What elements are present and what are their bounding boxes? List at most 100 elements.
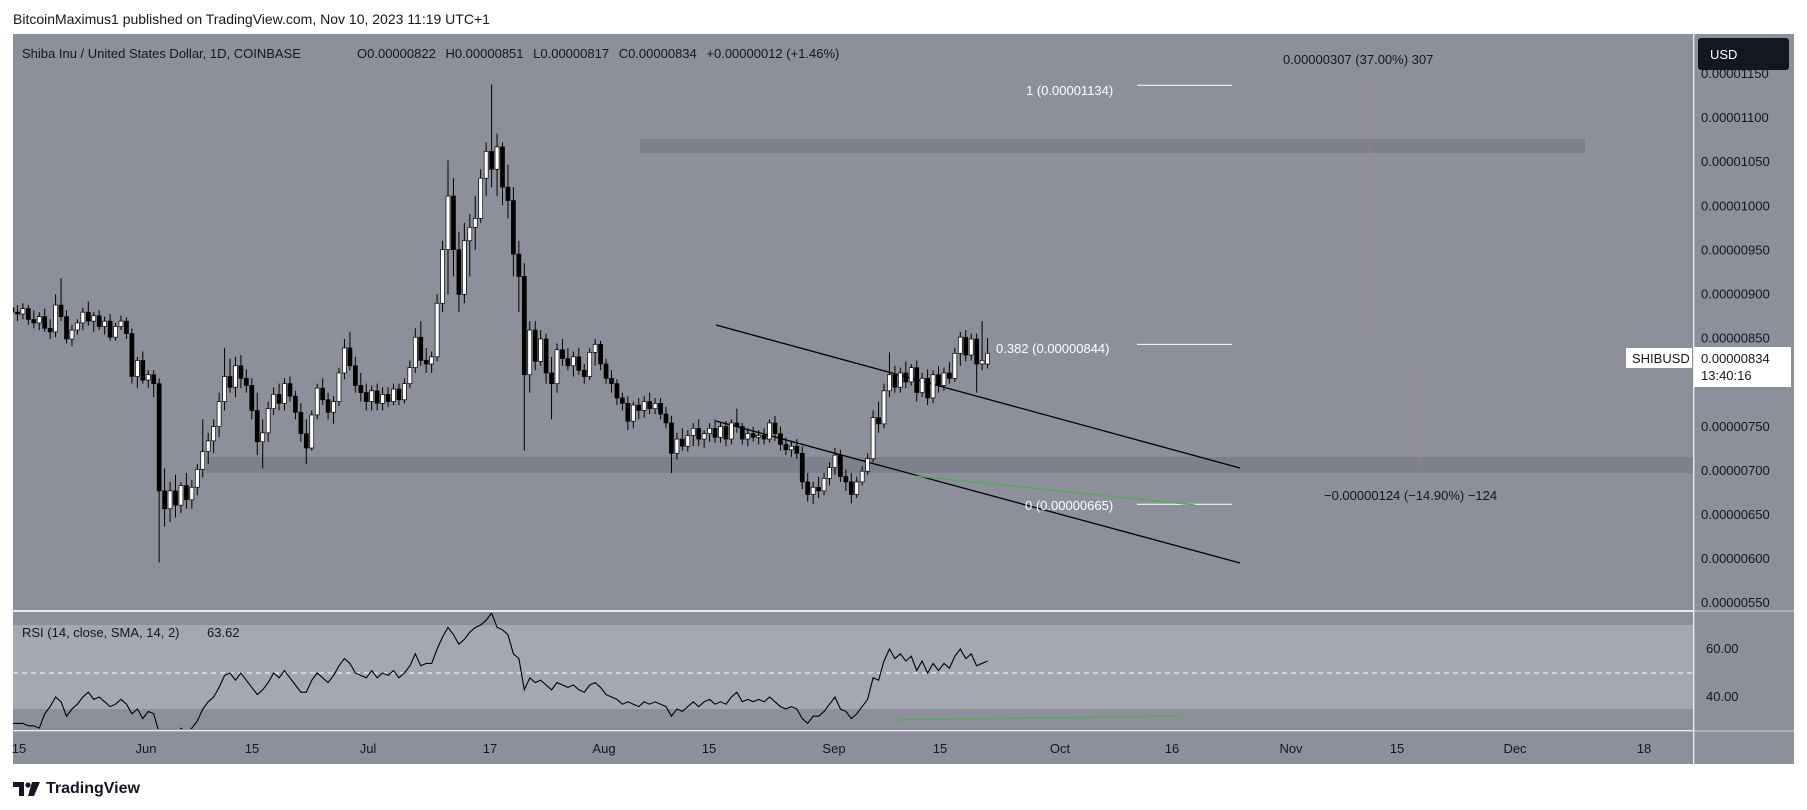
candle (96, 310, 102, 331)
candle-up (205, 440, 211, 452)
time-tick-label: 16 (1165, 741, 1179, 756)
candle (124, 317, 129, 339)
candle-down (739, 426, 745, 440)
candle-down (914, 367, 920, 393)
candle (723, 421, 729, 447)
candle-up (222, 376, 227, 402)
candle-up (145, 374, 151, 381)
rsi-plot (13, 613, 1693, 729)
candle (325, 392, 331, 420)
candle (848, 473, 854, 504)
candle (756, 430, 762, 445)
candle (641, 396, 647, 418)
candle (772, 415, 778, 441)
publisher-line: BitcoinMaximus1 published on TradingView… (13, 11, 490, 27)
candle (778, 426, 783, 451)
candle-up (309, 414, 315, 449)
currency-button[interactable]: USD (1698, 38, 1789, 70)
channel-upper-line (715, 324, 1241, 469)
price-axis[interactable] (1694, 34, 1794, 764)
candle-down (761, 435, 767, 440)
candle-up (91, 315, 97, 322)
candle (609, 370, 614, 393)
price-tick-label: 0.00001000 (1701, 198, 1770, 213)
candle (854, 476, 860, 499)
tradingview-logo-icon (13, 782, 40, 796)
candle (216, 392, 222, 438)
candle (314, 383, 320, 420)
candle-up (718, 426, 723, 438)
candle (58, 278, 64, 322)
candle (968, 333, 974, 361)
candle (565, 347, 571, 371)
candle (80, 307, 86, 331)
candle-down (794, 445, 800, 454)
candle-down (385, 394, 391, 402)
candle-down (162, 490, 167, 510)
time-axis[interactable] (13, 731, 1693, 764)
price-pane[interactable] (13, 34, 1693, 610)
candle (718, 422, 723, 443)
candle-up (336, 372, 342, 402)
candle-down (516, 253, 522, 277)
candle (162, 468, 167, 527)
candle (832, 447, 838, 475)
candle (521, 263, 527, 451)
rsi-divergence-line (894, 715, 1181, 721)
candle (925, 369, 930, 406)
candle (985, 338, 990, 369)
candle (647, 392, 653, 415)
symbol-title: Shiba Inu / United States Dollar, 1D, CO… (22, 46, 301, 61)
candle (184, 473, 189, 509)
candle-up (429, 356, 434, 365)
candle-up (407, 367, 413, 385)
price-tick-label: 0.00000650 (1701, 507, 1770, 522)
candle (298, 403, 304, 442)
fib-0-label: 0 (0.00000665) (1025, 498, 1113, 513)
candle (674, 432, 680, 460)
candle-down (500, 146, 505, 188)
candle-down (925, 377, 930, 399)
candle-up (865, 458, 871, 472)
price-tick-label: 0.00000750 (1701, 419, 1770, 434)
candle (412, 328, 418, 373)
candle (734, 408, 740, 433)
tradingview-brand[interactable]: TradingView (13, 780, 140, 798)
candle-up (745, 433, 751, 440)
candle-down (712, 427, 718, 438)
candle-down (451, 195, 456, 251)
candle (151, 370, 157, 398)
candle (211, 419, 216, 454)
candle (952, 347, 958, 382)
candle (887, 352, 892, 398)
time-tick-label: 15 (245, 741, 259, 756)
time-tick-label: 15 (12, 741, 26, 756)
symbol-tag-label: SHIBUSD (1632, 351, 1690, 366)
candle-up (570, 356, 576, 367)
candle (729, 419, 734, 445)
measure-up-label: 0.00000307 (37.00%) 307 (1283, 52, 1433, 67)
candle (685, 430, 691, 452)
candle-down (549, 372, 554, 385)
candle-up (674, 438, 680, 454)
candle (118, 315, 124, 331)
candle (941, 367, 947, 391)
candle-down (298, 411, 304, 435)
time-tick-label: 15 (702, 741, 716, 756)
candle-up (69, 329, 75, 340)
candle-up (189, 486, 195, 501)
legend-o-value: 0.00000822 (367, 46, 436, 61)
candle (254, 392, 260, 456)
candle (843, 469, 849, 491)
candle-down (358, 385, 364, 393)
candle-down (26, 308, 31, 320)
price-tick-label: 0.00000950 (1701, 242, 1770, 257)
candle (707, 422, 712, 442)
price-tick-label: 0.00001100 (1701, 110, 1769, 125)
candle-up (810, 486, 816, 495)
legend-o-label: O (357, 46, 367, 61)
candle-up (587, 352, 593, 377)
candle-up (118, 320, 124, 327)
candle (36, 312, 42, 331)
